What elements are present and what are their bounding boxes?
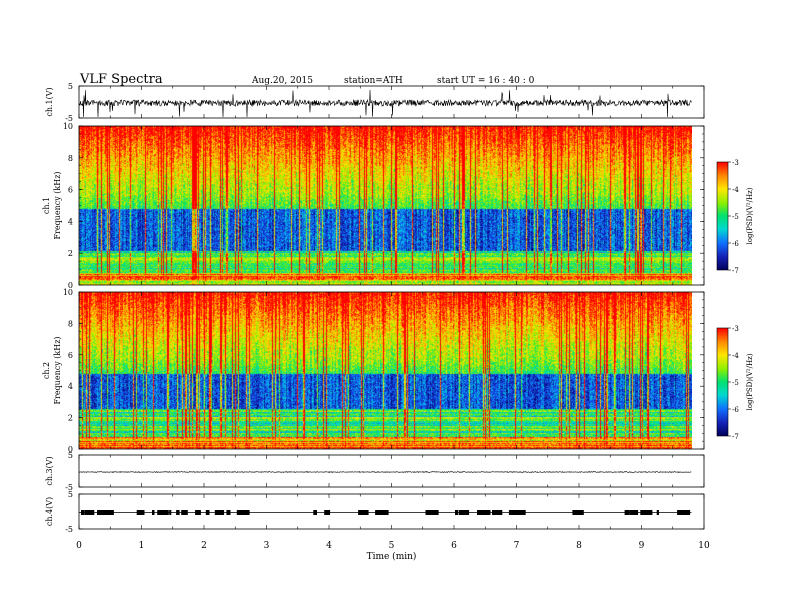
ch2-spectrogram-colorbar-label: log(PSD)(V²/Hz) xyxy=(746,353,754,410)
xaxis-tick-label: 4 xyxy=(326,541,332,551)
ch1-spectrogram-ytick-label: 10 xyxy=(63,122,73,131)
ch3-waveform-ytick-label: 5 xyxy=(68,451,73,460)
xaxis-tick-label: 3 xyxy=(264,541,270,551)
ch1-spectrogram-ytick-label: 2 xyxy=(68,249,73,258)
ch2-spectrogram-image xyxy=(79,292,692,449)
xaxis-tick-label: 8 xyxy=(576,541,582,551)
figure-title: VLF Spectra xyxy=(80,72,163,87)
ch1-spectrogram-ytick-label: 6 xyxy=(68,186,73,195)
ch2-spectrogram-ytick-label: 10 xyxy=(63,288,73,297)
ch1-spectrogram-ylabel: Frequency (kHz) xyxy=(53,171,62,239)
xaxis-tick-label: 6 xyxy=(451,541,457,551)
ch1-spectrogram-image xyxy=(79,126,692,285)
ch1-waveform-ylabel: ch.1(V) xyxy=(45,87,54,116)
ch2-spectrogram-channel-label: ch.2 xyxy=(42,362,51,379)
ch3-waveform-line xyxy=(78,471,692,473)
xaxis-tick-label: 1 xyxy=(139,541,145,551)
ch3-waveform-ytick-label: -5 xyxy=(65,483,73,492)
ch2-spectrogram-ytick-label: 4 xyxy=(68,382,73,391)
ch1-waveform-ytick-label: -5 xyxy=(65,114,73,123)
xaxis-tick-label: 10 xyxy=(698,541,710,551)
ch1-spectrogram-colorbar-label: log(PSD)(V²/Hz) xyxy=(746,187,754,244)
xaxis-tick-label: 7 xyxy=(514,541,520,551)
ch3-waveform-frame xyxy=(78,454,705,488)
ch4-waveform-ytick-label: -5 xyxy=(65,525,73,534)
xaxis-label: Time (min) xyxy=(367,551,417,562)
ch4-waveform-pulses xyxy=(81,510,691,515)
station-label: station=ATH xyxy=(344,76,403,86)
ch1-waveform-line xyxy=(78,89,692,118)
xaxis-tick-label: 9 xyxy=(639,541,645,551)
ch1-spectrogram-ytick-label: 8 xyxy=(68,154,73,163)
ch1-spectrogram-colorbar-tick: -4 xyxy=(732,186,739,194)
ch1-spectrogram-colorbar xyxy=(716,161,729,271)
ch1-spectrogram-colorbar-tick: -6 xyxy=(732,240,739,248)
ch2-spectrogram-ytick-label: 0 xyxy=(68,445,73,454)
ch1-spectrogram-colorbar-tick: -5 xyxy=(732,213,739,221)
date-label: Aug.20, 2015 xyxy=(252,76,313,86)
ch2-spectrogram-ytick-label: 8 xyxy=(68,319,73,328)
start-time-label: start UT = 16 : 40 : 0 xyxy=(437,76,535,86)
ch1-spectrogram-colorbar-tick: -7 xyxy=(732,267,739,275)
ch2-spectrogram-colorbar-tick: -6 xyxy=(732,406,739,414)
ch1-spectrogram-channel-label: ch.1 xyxy=(42,197,51,214)
ch2-spectrogram-colorbar-tick: -5 xyxy=(732,379,739,387)
ch2-spectrogram-ytick-label: 6 xyxy=(68,351,73,360)
ch4-waveform-ytick-label: 5 xyxy=(68,490,73,499)
ch2-spectrogram-ytick-label: 2 xyxy=(68,414,73,423)
ch2-spectrogram-colorbar-tick: -7 xyxy=(732,433,739,441)
ch1-waveform-ytick-label: 5 xyxy=(68,82,73,91)
ch2-spectrogram-colorbar-tick: -3 xyxy=(732,325,739,333)
ch3-waveform-ylabel: ch.3(V) xyxy=(45,456,54,485)
ch1-spectrogram-ytick-label: 4 xyxy=(68,217,73,226)
ch1-spectrogram-ytick-label: 0 xyxy=(68,281,73,290)
xaxis-tick-label: 2 xyxy=(201,541,207,551)
xaxis-tick-label: 5 xyxy=(389,541,395,551)
ch2-spectrogram-colorbar xyxy=(716,327,729,437)
ch1-spectrogram-colorbar-tick: -3 xyxy=(732,159,739,167)
ch4-waveform-frame xyxy=(78,493,705,530)
ch4-waveform-ylabel: ch.4(V) xyxy=(45,497,54,526)
ch2-spectrogram-colorbar-tick: -4 xyxy=(732,352,739,360)
xaxis-tick-label: 0 xyxy=(76,541,82,551)
ch2-spectrogram-ylabel: Frequency (kHz) xyxy=(53,336,62,404)
